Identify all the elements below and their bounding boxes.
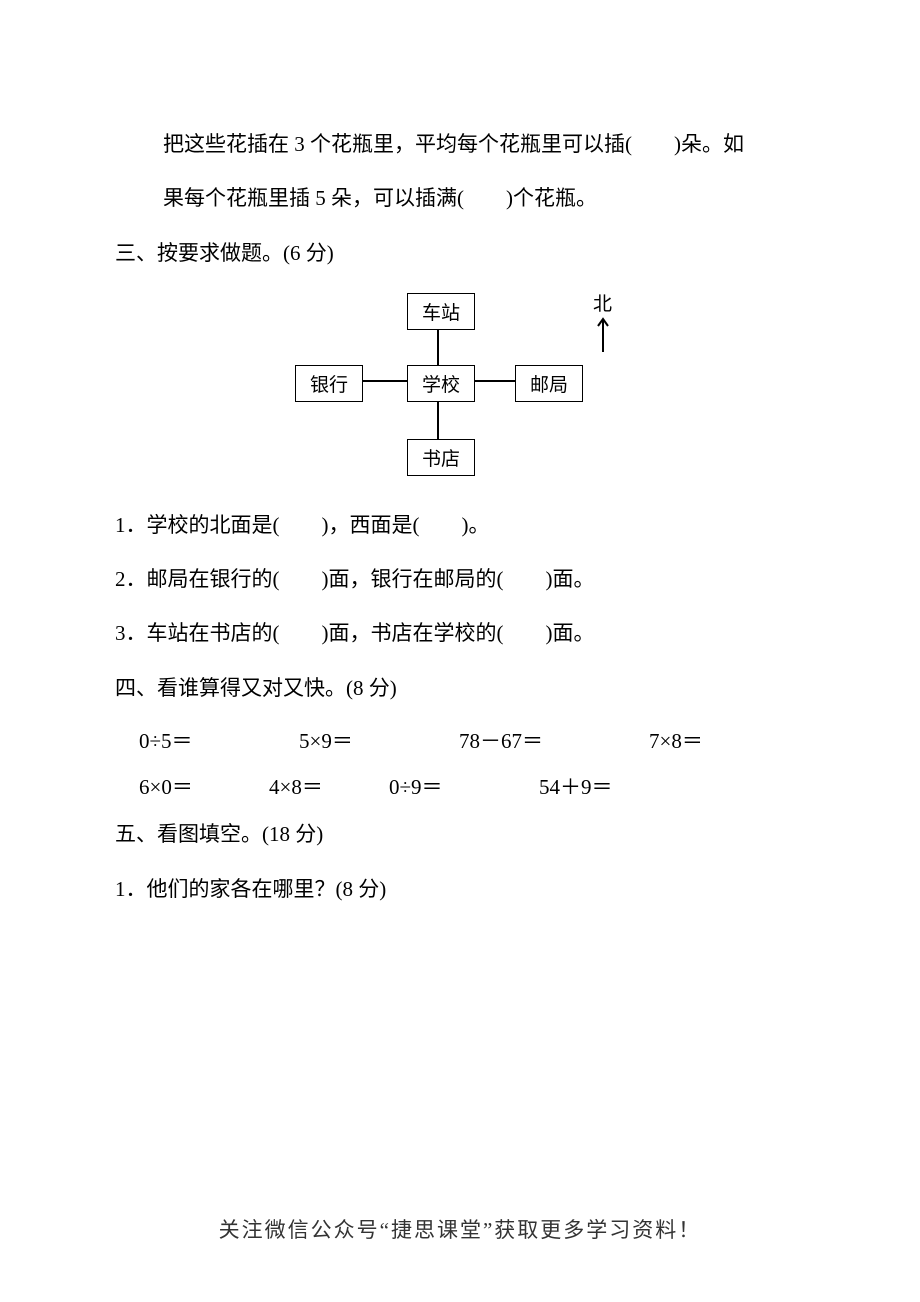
north-label: 北: [593, 294, 612, 315]
calc-row-2: 6×0＝ 4×8＝ 0÷9＝ 54＋9＝: [115, 764, 805, 810]
calc-r1-c3: 78－67＝: [459, 718, 649, 764]
section-4-title: 四、看谁算得又对又快。(8 分): [115, 664, 805, 712]
section-5-q1: 1．他们的家各在哪里？(8 分): [115, 865, 805, 913]
calc-r1-c1: 0÷5＝: [139, 718, 299, 764]
section-3-q1: 1．学校的北面是( )，西面是( )。: [115, 501, 805, 549]
arrow-up-icon: [596, 316, 610, 352]
calc-r2-c2: 4×8＝: [269, 764, 389, 810]
calc-r2-c1: 6×0＝: [139, 764, 269, 810]
calc-r1-c2: 5×9＝: [299, 718, 459, 764]
calc-r1-c4: 7×8＝: [649, 718, 703, 764]
calc-r2-c3: 0÷9＝: [389, 764, 539, 810]
node-center: 学校: [407, 365, 475, 402]
section-3-q2: 2．邮局在银行的( )面，银行在邮局的( )面。: [115, 555, 805, 603]
node-right: 邮局: [515, 365, 583, 402]
calc-row-1: 0÷5＝ 5×9＝ 78－67＝ 7×8＝: [115, 718, 805, 764]
node-left: 银行: [295, 365, 363, 402]
section-3-q3: 3．车站在书店的( )面，书店在学校的( )面。: [115, 609, 805, 657]
node-top: 车站: [407, 293, 475, 330]
north-indicator: 北: [593, 289, 612, 352]
intro-line-2: 果每个花瓶里插 5 朵，可以插满( )个花瓶。: [115, 174, 805, 222]
section-3-title: 三、按要求做题。(6 分): [115, 229, 805, 277]
connector-bottom: [437, 397, 439, 439]
diagram-canvas: 车站 银行 学校 邮局 书店 北: [295, 291, 625, 481]
intro-line-1: 把这些花插在 3 个花瓶里，平均每个花瓶里可以插( )朵。如: [115, 120, 805, 168]
node-bottom: 书店: [407, 439, 475, 476]
direction-diagram: 车站 银行 学校 邮局 书店 北: [115, 291, 805, 481]
connector-left: [361, 380, 407, 382]
page-footer: 关注微信公众号“捷思课堂”获取更多学习资料！: [0, 1214, 920, 1244]
calc-r2-c4: 54＋9＝: [539, 764, 613, 810]
section-5-title: 五、看图填空。(18 分): [115, 810, 805, 858]
connector-right: [469, 380, 515, 382]
